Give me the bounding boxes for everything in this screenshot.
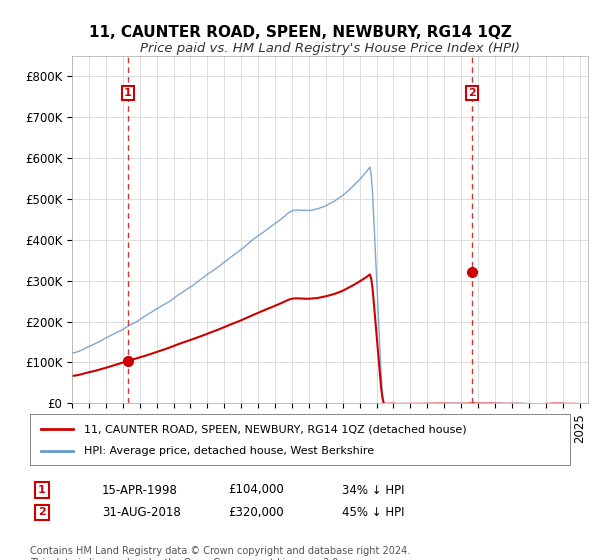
Text: 45% ↓ HPI: 45% ↓ HPI [342,506,404,519]
Text: 2: 2 [38,507,46,517]
Text: £320,000: £320,000 [228,506,284,519]
Text: HPI: Average price, detached house, West Berkshire: HPI: Average price, detached house, West… [84,446,374,456]
Text: 1: 1 [124,88,131,98]
Text: 34% ↓ HPI: 34% ↓ HPI [342,483,404,497]
Text: 11, CAUNTER ROAD, SPEEN, NEWBURY, RG14 1QZ (detached house): 11, CAUNTER ROAD, SPEEN, NEWBURY, RG14 1… [84,424,467,435]
Text: £104,000: £104,000 [228,483,284,497]
Text: 1: 1 [38,485,46,495]
Text: 15-APR-1998: 15-APR-1998 [102,483,178,497]
Text: 2: 2 [469,88,476,98]
Title: Price paid vs. HM Land Registry's House Price Index (HPI): Price paid vs. HM Land Registry's House … [140,42,520,55]
Text: Contains HM Land Registry data © Crown copyright and database right 2024.
This d: Contains HM Land Registry data © Crown c… [30,546,410,560]
Text: 11, CAUNTER ROAD, SPEEN, NEWBURY, RG14 1QZ: 11, CAUNTER ROAD, SPEEN, NEWBURY, RG14 1… [89,25,511,40]
Text: 31-AUG-2018: 31-AUG-2018 [102,506,181,519]
